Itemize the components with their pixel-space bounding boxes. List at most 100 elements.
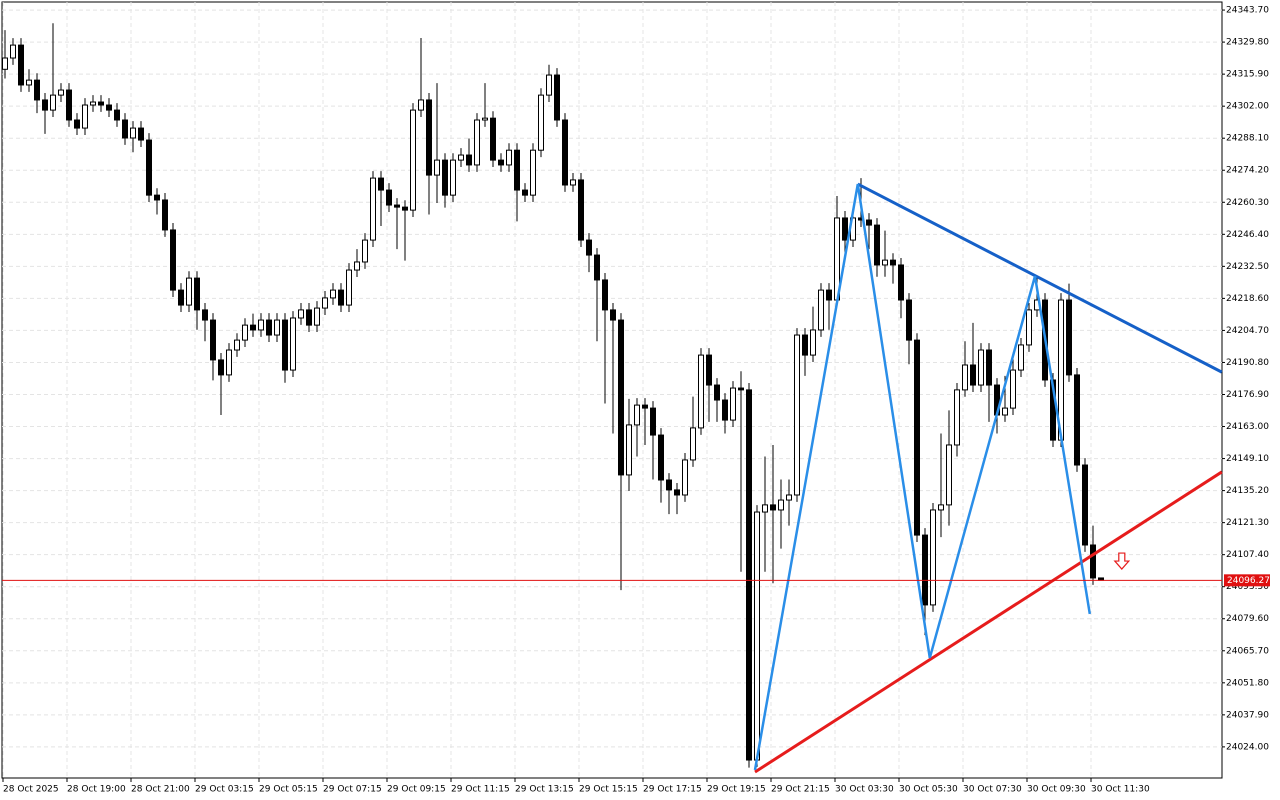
candle-body [506, 149, 512, 166]
candle-body [498, 159, 504, 166]
candle-body [290, 317, 296, 371]
candle-body [50, 94, 56, 111]
x-tick-label: 29 Oct 13:15 [515, 785, 574, 795]
candle-body [26, 79, 32, 86]
x-tick-label: 30 Oct 03:30 [835, 785, 894, 795]
candle-body [178, 289, 184, 306]
candle-body [426, 99, 432, 176]
candle-body [778, 499, 784, 511]
y-tick-label: 24163.00 [1226, 422, 1269, 432]
candle-body [202, 309, 208, 321]
candle-body [362, 239, 368, 263]
candle-body [538, 94, 544, 151]
x-tick-label: 29 Oct 15:15 [579, 785, 638, 795]
candle-body [258, 319, 264, 331]
candle-body [634, 404, 640, 426]
candle-body [730, 387, 736, 421]
candle-body [1090, 544, 1096, 579]
x-tick-label: 30 Oct 09:30 [1027, 785, 1086, 795]
candle-body [354, 261, 360, 271]
candle-body [330, 289, 336, 299]
candle-body [266, 319, 272, 336]
candle-body [842, 217, 848, 241]
candle-body [650, 407, 656, 436]
candle-body [450, 159, 456, 196]
candle-body [738, 387, 744, 391]
candle-body [706, 354, 712, 386]
y-tick-label: 24329.80 [1226, 38, 1269, 48]
candle-body [610, 309, 616, 321]
candle-body [490, 117, 496, 161]
y-tick-label: 24218.60 [1226, 294, 1269, 304]
y-tick-label: 24232.50 [1226, 262, 1269, 272]
candle-body [370, 177, 376, 241]
candle-body [794, 334, 800, 496]
candle-body [210, 319, 216, 361]
y-tick-label: 24065.70 [1226, 646, 1269, 656]
candle-body [1026, 309, 1032, 346]
candle-body [250, 324, 256, 331]
y-tick-label: 24260.30 [1226, 198, 1269, 208]
candle-body [282, 319, 288, 371]
candle-body [594, 254, 600, 281]
candle-body [482, 117, 488, 121]
candle-body [770, 504, 776, 511]
candle-body [394, 204, 400, 208]
candle-body [130, 127, 136, 139]
candle-body [162, 199, 168, 231]
candle-body [874, 224, 880, 266]
candle-body [34, 79, 40, 101]
x-tick-label: 29 Oct 11:15 [451, 785, 510, 795]
candle-body [346, 269, 352, 306]
candle-body [58, 89, 64, 96]
candle-body [522, 189, 528, 196]
candle-body [882, 259, 888, 266]
candle-body [1010, 369, 1016, 409]
candle-body [466, 154, 472, 166]
y-tick-label: 24093.50 [1226, 582, 1269, 592]
y-tick-label: 24204.70 [1226, 326, 1269, 336]
y-tick-label: 24149.10 [1226, 454, 1269, 464]
candle-body [546, 74, 552, 96]
candle-body [386, 189, 392, 206]
candle-body [410, 109, 416, 211]
candle-body [10, 44, 16, 59]
candle-body [170, 229, 176, 291]
y-tick-label: 24315.90 [1226, 70, 1269, 80]
x-tick-label: 29 Oct 21:15 [771, 785, 830, 795]
candle-body [618, 319, 624, 476]
candle-body [722, 399, 728, 421]
candle-body [146, 139, 152, 196]
candle-body [714, 384, 720, 401]
y-tick-label: 24288.10 [1226, 134, 1269, 144]
signal-arrow [1113, 552, 1131, 570]
candle-body [802, 334, 808, 356]
y-tick-label: 24343.70 [1226, 6, 1269, 16]
x-tick-label: 29 Oct 05:15 [259, 785, 318, 795]
candle-body [818, 289, 824, 331]
candle-body [322, 297, 328, 309]
candle-body [826, 289, 832, 301]
y-tick-label: 24051.80 [1226, 678, 1269, 688]
x-tick-label: 29 Oct 09:15 [387, 785, 446, 795]
zigzag-line [753, 183, 1092, 771]
candle-body [82, 104, 88, 129]
x-tick-label: 30 Oct 11:30 [1091, 785, 1150, 795]
candle-body [658, 434, 664, 481]
current-price-label: 24096.27 [1227, 576, 1270, 586]
candle-body [898, 264, 904, 301]
candle-body [226, 349, 232, 376]
candle-body [442, 159, 448, 196]
current-price-box [1224, 574, 1270, 587]
candle-body [122, 119, 128, 139]
candle-body [458, 154, 464, 161]
candle-body [1066, 299, 1072, 376]
candle-body [786, 494, 792, 501]
candle-body [762, 504, 768, 513]
candle-body [946, 444, 952, 506]
candle-body [602, 279, 608, 311]
candle-body [474, 119, 480, 166]
candle-body [106, 104, 112, 111]
candle-body [2, 57, 8, 70]
